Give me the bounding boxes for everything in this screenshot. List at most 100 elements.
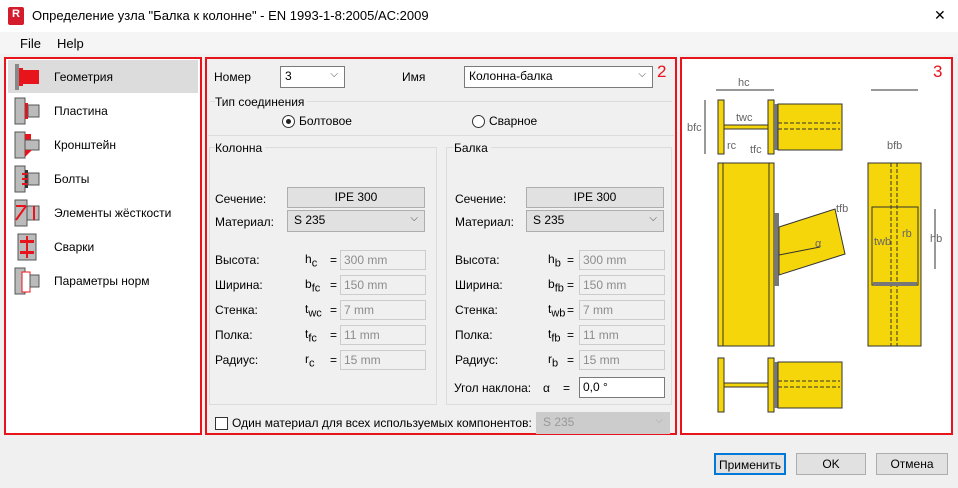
angle-input[interactable]: 0,0 °: [579, 377, 665, 398]
beam-row-symbol: hb: [548, 252, 561, 269]
sidebar-item-plate[interactable]: Пластина: [8, 94, 198, 127]
label-twc: twc: [736, 112, 753, 124]
symbol: b: [548, 277, 555, 291]
label-rc: rc: [727, 140, 737, 152]
radio-button[interactable]: [282, 114, 295, 128]
symbol-subscript: fb: [554, 282, 564, 295]
name-dropdown[interactable]: Колонна-балка ⌵: [464, 66, 653, 88]
same-material-label: Один материал для всех используемых комп…: [232, 416, 532, 430]
bracket-icon: [14, 131, 40, 158]
beam-section-button[interactable]: IPE 300: [526, 187, 664, 208]
symbol: t: [548, 327, 552, 341]
symbol: t: [548, 302, 552, 316]
label-hb: hb: [930, 233, 942, 245]
menu-file[interactable]: File: [20, 36, 41, 51]
beam-row-value: 300 mm: [579, 250, 665, 270]
column-row-label: Радиус:: [215, 353, 259, 367]
beam-section-label: Сечение:: [455, 192, 507, 206]
radio-welded[interactable]: Сварное: [472, 114, 537, 128]
symbol: t: [305, 327, 309, 341]
apply-button[interactable]: Применить: [714, 453, 786, 475]
cancel-button[interactable]: Отмена: [876, 453, 948, 475]
same-material-dropdown[interactable]: S 235 ⌵: [536, 412, 670, 434]
sidebar-item-bolts[interactable]: Болты: [8, 162, 198, 195]
sidebar-item-label: Пластина: [54, 103, 108, 118]
column-row-value: 11 mm: [340, 325, 426, 345]
angle-symbol: α: [543, 381, 550, 395]
stiffeners-icon: [14, 199, 40, 226]
material-value: S 235: [533, 213, 565, 227]
connection-type-label: Тип соединения: [215, 95, 308, 109]
ok-button[interactable]: OK: [796, 453, 866, 475]
equals-sign: =: [330, 253, 338, 267]
column-group: [209, 147, 437, 405]
symbol: r: [548, 352, 552, 366]
equals-sign: =: [567, 328, 575, 342]
equals-sign: =: [330, 328, 338, 342]
column-title: Колонна: [215, 141, 266, 155]
number-value: 3: [285, 69, 292, 83]
column-bottom-section: [717, 357, 843, 413]
material-value: S 235: [294, 213, 326, 227]
sidebar-item-welds[interactable]: Сварки: [8, 230, 198, 263]
dimension-labels: hc bfc twc rc tfc bfb tfb hb twb rb α: [687, 77, 942, 250]
angle-label: Угол наклона:: [454, 381, 532, 395]
sidebar-item-geometry[interactable]: Геометрия: [8, 60, 198, 93]
column-row-symbol: twc: [305, 302, 322, 319]
symbol-subscript: c: [309, 357, 315, 370]
sidebar-item-code-params[interactable]: Параметры норм: [8, 264, 198, 297]
sidebar-item-stiffeners[interactable]: Элементы жёсткости: [8, 196, 198, 229]
beam-row-symbol: tfb: [548, 327, 561, 344]
beam-row-value: 150 mm: [579, 275, 665, 295]
sidebar-item-label: Геометрия: [54, 69, 113, 84]
column-row-label: Стенка:: [215, 303, 258, 317]
column-material-dropdown[interactable]: S 235 ⌵: [287, 210, 425, 232]
equals-sign: =: [567, 303, 575, 317]
connection-diagram: hc bfc twc rc tfc bfb tfb hb twb rb α: [687, 77, 942, 413]
label-bfb: bfb: [887, 140, 902, 152]
equals-sign: =: [567, 278, 575, 292]
sidebar-item-label: Болты: [54, 171, 90, 186]
beam-row-symbol: twb: [548, 302, 565, 319]
equals-sign: =: [330, 278, 338, 292]
chevron-down-icon: ⌵: [649, 213, 657, 224]
sidebar-item-label: Сварки: [54, 239, 95, 254]
radio-label: Сварное: [489, 114, 538, 128]
symbol: t: [305, 302, 309, 316]
panel-number-3: 3: [933, 62, 943, 81]
bolts-icon: [14, 165, 40, 192]
column-material-label: Материал:: [215, 215, 274, 229]
beam-row-label: Ширина:: [455, 278, 503, 292]
sidebar-panel: [4, 57, 202, 435]
name-value: Колонна-балка: [469, 69, 553, 83]
sidebar-item-bracket[interactable]: Кронштейн: [8, 128, 198, 161]
beam-row-value: 11 mm: [579, 325, 665, 345]
window-title: Определение узла "Балка к колонне" - EN …: [32, 8, 429, 23]
column-row-symbol: tfc: [305, 327, 317, 344]
sidebar-item-label: Элементы жёсткости: [54, 205, 172, 220]
menu-help[interactable]: Help: [57, 36, 84, 51]
app-icon: R: [8, 7, 24, 25]
welds-icon: [17, 233, 37, 260]
equals-sign: =: [330, 303, 338, 317]
label-tfb: tfb: [836, 203, 848, 215]
radio-button[interactable]: [472, 114, 485, 128]
symbol-subscript: fc: [311, 282, 321, 295]
radio-bolted[interactable]: Болтовое: [282, 114, 352, 128]
chevron-down-icon: ⌵: [655, 415, 663, 426]
equals-sign: =: [567, 353, 575, 367]
close-button[interactable]: ✕: [934, 7, 946, 23]
symbol-subscript: c: [311, 257, 318, 270]
radio-label: Болтовое: [299, 114, 352, 128]
beam-title: Балка: [454, 141, 491, 155]
column-row-symbol: rc: [305, 352, 315, 369]
same-material-checkbox[interactable]: [215, 417, 228, 430]
beam-row-symbol: rb: [548, 352, 558, 369]
column-section-button[interactable]: IPE 300: [287, 187, 425, 208]
column-top-section: [704, 89, 843, 155]
column-row-label: Высота:: [215, 253, 260, 267]
number-dropdown[interactable]: 3 ⌵: [280, 66, 345, 88]
chevron-down-icon: ⌵: [638, 69, 646, 80]
beam-material-dropdown[interactable]: S 235 ⌵: [526, 210, 664, 232]
beam-row-value: 7 mm: [579, 300, 665, 320]
